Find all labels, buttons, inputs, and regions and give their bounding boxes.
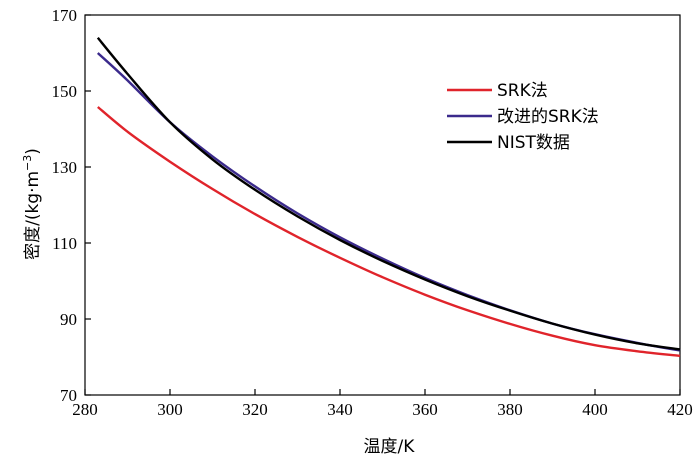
y-tick-label-110: 110 xyxy=(52,234,77,253)
x-tick-label-380: 380 xyxy=(497,400,523,419)
series-line-1 xyxy=(97,106,681,358)
axis-ticks xyxy=(84,14,681,396)
plot-frame xyxy=(84,14,681,396)
series-lines xyxy=(96,37,681,358)
y-axis-title-superscript: −3 xyxy=(21,155,34,171)
x-tick-label-300: 300 xyxy=(157,400,183,419)
y-axis-title: 密度/(kg·m−3) xyxy=(21,148,43,260)
y-tick-label-130: 130 xyxy=(52,158,78,177)
legend-label-1: SRK法 xyxy=(497,81,548,101)
tick-labels: 280 300 320 340 360 380 400 420 70 90 110 130 150 170 xyxy=(52,6,693,419)
y-axis-title-main: 密度/(kg·m xyxy=(23,171,43,260)
y-axis-title-close: ) xyxy=(23,148,43,155)
y-tick-label-90: 90 xyxy=(60,310,77,329)
legend-label-2: 改进的SRK法 xyxy=(497,107,599,127)
x-tick-label-280: 280 xyxy=(72,400,98,419)
x-tick-label-420: 420 xyxy=(667,400,693,419)
plot-border xyxy=(84,14,681,396)
y-tick-label-150: 150 xyxy=(52,82,78,101)
x-tick-label-320: 320 xyxy=(242,400,268,419)
y-tick-label-170: 170 xyxy=(52,6,78,25)
x-tick-label-360: 360 xyxy=(412,400,438,419)
x-axis-title: 温度/K xyxy=(364,437,416,457)
legend-label-3: NIST数据 xyxy=(497,133,570,153)
series-line-2 xyxy=(96,52,681,352)
x-tick-label-400: 400 xyxy=(582,400,608,419)
y-tick-label-70: 70 xyxy=(60,386,77,405)
x-tick-label-340: 340 xyxy=(327,400,353,419)
series-line-3 xyxy=(96,37,681,351)
